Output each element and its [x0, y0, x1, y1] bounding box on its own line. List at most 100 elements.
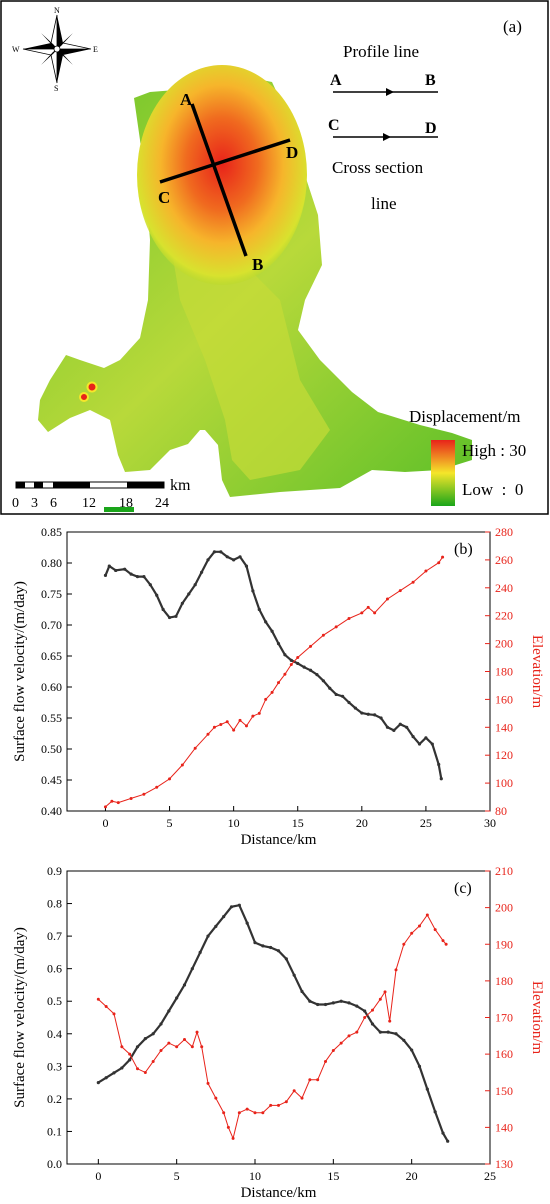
- elevation-point: [264, 697, 268, 701]
- elevation-point: [206, 732, 210, 736]
- y-right-tick-label: 180: [495, 974, 513, 988]
- velocity-point: [199, 570, 204, 574]
- legend-low-label: Low : 0: [462, 480, 523, 499]
- elevation-point: [142, 792, 146, 796]
- elevation-point: [316, 1078, 320, 1082]
- elevation-point: [378, 997, 382, 1001]
- velocity-series-line: [104, 550, 443, 779]
- y-right-tick-label: 160: [495, 692, 513, 706]
- elevation-point: [383, 990, 387, 994]
- velocity-point: [417, 742, 422, 746]
- hot-dot: [86, 381, 98, 393]
- y-left-tick-label: 0.65: [41, 649, 62, 663]
- velocity-point: [229, 905, 234, 909]
- arrow-right-icon: [383, 133, 391, 141]
- velocity-elevation-chart-b: 0 5 10 15 20 25 30 0.40 0.45 0.50 0.55 0.60 0.65 0.70…: [12, 525, 545, 848]
- velocity-point: [206, 934, 210, 938]
- velocity-point: [417, 1064, 422, 1068]
- velocity-point: [244, 564, 249, 568]
- elevation-point: [437, 561, 441, 565]
- map-svg: A B C D (a) N S E W Profile line A B C D…: [0, 0, 549, 515]
- elevation-point: [444, 942, 448, 946]
- velocity-point: [222, 914, 226, 919]
- velocity-point: [135, 1045, 140, 1049]
- y-left-tick-label: 0.9: [47, 864, 62, 878]
- y-left-tick-label: 0.2: [47, 1092, 62, 1106]
- velocity-point: [323, 1002, 328, 1007]
- elevation-point: [183, 1037, 186, 1041]
- x-tick-label: 5: [167, 816, 173, 830]
- x-tick-label: 25: [420, 816, 432, 830]
- elevation-point: [339, 1041, 343, 1045]
- y-left-tick-label: 0.0: [47, 1157, 62, 1171]
- velocity-point: [370, 1022, 375, 1026]
- scale-tick-label: 6: [50, 496, 57, 511]
- y-right-tick-label: 160: [495, 1047, 513, 1061]
- velocity-point: [411, 735, 415, 739]
- legend-cross-end: D: [425, 120, 437, 137]
- velocity-elevation-chart-c: 0 5 10 15 20 25 0.0 0.1 0.2 0.3 0.4 0.5 0.6 0.7 0.8 0.9…: [12, 864, 545, 1201]
- y-left-tick-label: 0.5: [47, 994, 62, 1008]
- y-left-tick-label: 0.3: [47, 1059, 62, 1073]
- velocity-point: [198, 950, 202, 954]
- elevation-point: [200, 1045, 204, 1049]
- y-right-tick-label: 100: [495, 776, 513, 790]
- elevation-point: [411, 580, 415, 584]
- elevation-point: [129, 796, 133, 800]
- y-right-tick-label: 140: [495, 720, 513, 734]
- velocity-point: [190, 967, 194, 971]
- y-left-tick-label: 0.55: [41, 711, 62, 725]
- velocity-point: [386, 1030, 390, 1034]
- elevation-point: [251, 714, 255, 718]
- compass-w: W: [12, 45, 20, 54]
- velocity-point: [128, 1058, 132, 1062]
- profile-line-ab: [190, 103, 248, 257]
- elevation-point: [402, 942, 406, 946]
- compass-icon: [22, 14, 92, 84]
- glacier-fragment: [104, 507, 134, 512]
- velocity-point: [425, 1087, 429, 1091]
- elevation-point: [232, 728, 236, 732]
- velocity-point: [402, 1038, 406, 1042]
- legend-profile-start: A: [330, 72, 342, 89]
- velocity-point: [237, 903, 241, 907]
- elevation-point: [334, 625, 338, 629]
- scale-tick-label: 0: [12, 496, 19, 511]
- point-label-a: A: [180, 90, 193, 109]
- y-left-tick-label: 0.7: [47, 929, 62, 943]
- velocity-point: [251, 589, 255, 593]
- legend-displacement-title: Displacement/m: [409, 407, 520, 426]
- elevation-point: [347, 616, 351, 620]
- velocity-point: [385, 725, 390, 729]
- velocity-point: [142, 575, 146, 579]
- velocity-point: [410, 1048, 414, 1052]
- chart-panel-b: 0 5 10 15 20 25 30 0.40 0.45 0.50 0.55 0.60 0.65 0.70…: [0, 520, 550, 860]
- y-right-tick-label: 280: [495, 525, 513, 539]
- elevation-point: [143, 1070, 147, 1074]
- y-right-tick-label: 130: [495, 1157, 513, 1171]
- y-right-tick-label: 190: [495, 937, 513, 951]
- elevation-point: [110, 799, 114, 803]
- elevation-point: [116, 801, 120, 805]
- velocity-point: [378, 1030, 382, 1034]
- velocity-point: [238, 555, 242, 559]
- velocity-point: [292, 973, 296, 977]
- scale-tick-label: 12: [82, 496, 96, 511]
- velocity-point: [159, 1022, 163, 1026]
- velocity-point: [355, 1004, 359, 1008]
- velocity-point: [253, 941, 257, 945]
- elevation-point: [441, 939, 445, 943]
- elevation-point: [257, 711, 261, 715]
- y-left-axis-label: Surface flow velocity/(m/day): [12, 581, 28, 762]
- velocity-point: [394, 1032, 398, 1036]
- velocity-point: [439, 777, 443, 781]
- y-left-tick-label: 0.40: [41, 804, 62, 818]
- elevation-point: [245, 1107, 249, 1111]
- velocity-point: [276, 642, 281, 646]
- elevation-point: [277, 1103, 280, 1107]
- elevation-point: [175, 1045, 179, 1049]
- velocity-point: [148, 583, 152, 587]
- elevation-point: [214, 1096, 218, 1100]
- elevation-point: [167, 1041, 171, 1045]
- velocity-point: [143, 1037, 147, 1041]
